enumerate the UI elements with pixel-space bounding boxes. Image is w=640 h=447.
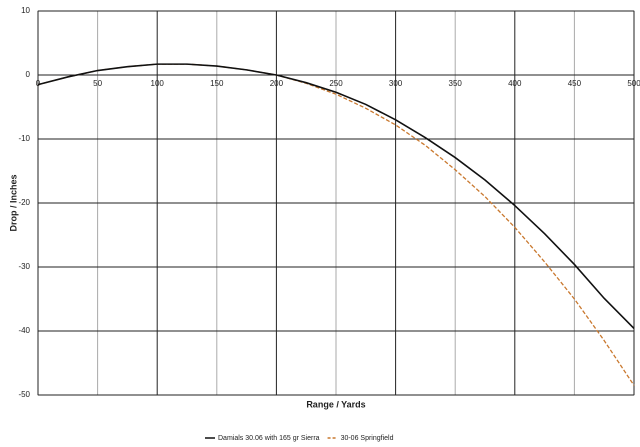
x-tick-label: 300 [389, 79, 403, 88]
x-tick-label: 450 [568, 79, 582, 88]
x-tick-label: 400 [508, 79, 522, 88]
x-tick-label: 0 [36, 79, 41, 88]
x-tick-label: 150 [210, 79, 224, 88]
y-tick-label: 10 [21, 6, 30, 15]
y-tick-label: 0 [26, 70, 31, 79]
legend-label: Damials 30.06 with 165 gr Sierra [218, 435, 320, 442]
x-axis-title: Range / Yards [306, 399, 365, 409]
x-tick-label: 500 [627, 79, 640, 88]
series-line [37, 63, 635, 330]
x-tick-label: 350 [449, 79, 463, 88]
x-tick-label: 100 [151, 79, 165, 88]
y-tick-label: -10 [18, 134, 30, 143]
y-tick-label: -50 [18, 390, 30, 399]
x-tick-label: 250 [329, 79, 343, 88]
x-tick-label: 200 [270, 79, 284, 88]
series-line [37, 63, 635, 386]
y-tick-label: -40 [18, 326, 30, 335]
x-tick-label: 50 [93, 79, 102, 88]
y-axis-title: Drop / Inches [8, 174, 18, 231]
y-tick-label: -30 [18, 262, 30, 271]
legend-label: 30-06 Springfield [341, 435, 394, 442]
y-tick-label: -20 [18, 198, 30, 207]
